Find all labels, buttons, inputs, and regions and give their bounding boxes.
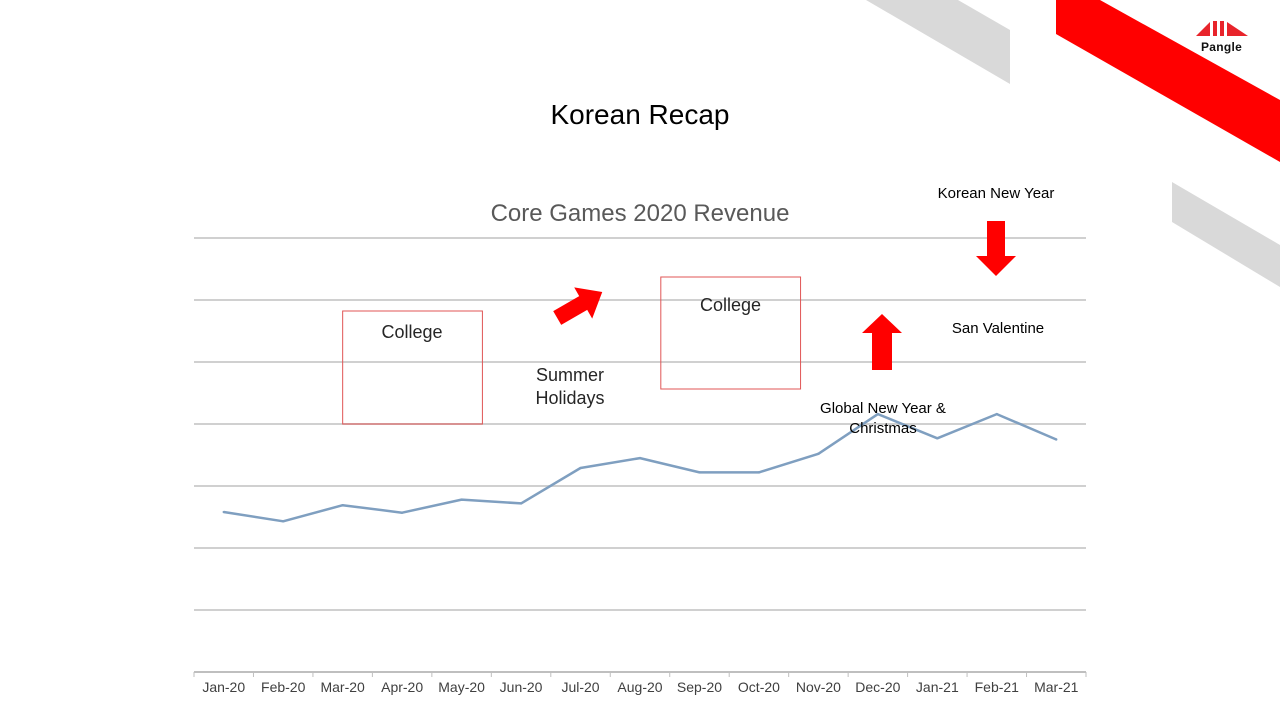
- college-box-1: [342, 310, 483, 425]
- red-band: [1056, 0, 1280, 162]
- gray-band-right: [1172, 182, 1280, 287]
- data-point: [757, 471, 761, 474]
- page-title: Korean Recap: [550, 99, 730, 130]
- x-tick-label: Aug-20: [617, 679, 662, 695]
- logo-text: Pangle: [1201, 40, 1243, 54]
- data-point: [817, 452, 820, 455]
- college-box-2: [660, 276, 802, 390]
- x-tick-label: Feb-20: [261, 679, 306, 695]
- data-point: [519, 502, 523, 505]
- x-tick-label: Jun-20: [500, 679, 543, 695]
- gray-band-top: [866, 0, 1010, 84]
- x-tick-label: Sep-20: [677, 679, 722, 695]
- data-point: [400, 511, 404, 514]
- annotation-korean-new-year: Korean New Year: [937, 185, 1055, 202]
- data-point: [638, 456, 642, 460]
- down-arrow-icon: [976, 221, 1016, 276]
- annotation-college-2: College: [699, 295, 762, 315]
- data-point: [1055, 438, 1058, 441]
- x-tick-label: Oct-20: [738, 679, 780, 695]
- x-tick-label: Mar-20: [320, 679, 365, 695]
- data-point: [222, 510, 225, 514]
- annotation-summer-holidays: Summer Holidays: [535, 365, 605, 408]
- data-point: [876, 412, 880, 416]
- data-point: [995, 412, 998, 416]
- x-tick-label: Dec-20: [855, 679, 900, 695]
- x-tick-label: Nov-20: [796, 679, 841, 695]
- x-tick-label: Jan-21: [916, 679, 959, 695]
- x-tick-label: Feb-21: [975, 679, 1020, 695]
- up-right-arrow-icon: [553, 287, 603, 325]
- x-tick-label: Mar-21: [1034, 679, 1079, 695]
- data-point: [936, 437, 939, 440]
- data-point: [698, 471, 701, 474]
- annotation-san-valentine: San Valentine: [951, 320, 1045, 337]
- annotation-global-new-year: Global New Year & Christmas: [820, 400, 946, 437]
- data-point: [282, 520, 285, 523]
- data-point: [341, 504, 344, 507]
- pangle-logo: Pangle: [1194, 18, 1250, 58]
- data-point: [579, 466, 582, 470]
- x-tick-label: Jan-20: [202, 679, 245, 695]
- pangle-logo-mark-icon: [1196, 21, 1248, 36]
- x-tick-label: May-20: [438, 679, 485, 695]
- data-point: [460, 498, 463, 501]
- x-tick-label: Jul-20: [561, 679, 599, 695]
- x-tick-label: Apr-20: [381, 679, 423, 695]
- up-arrow-icon: [862, 314, 902, 370]
- annotation-college-1: College: [381, 322, 443, 342]
- chart-title: Core Games 2020 Revenue: [490, 200, 790, 227]
